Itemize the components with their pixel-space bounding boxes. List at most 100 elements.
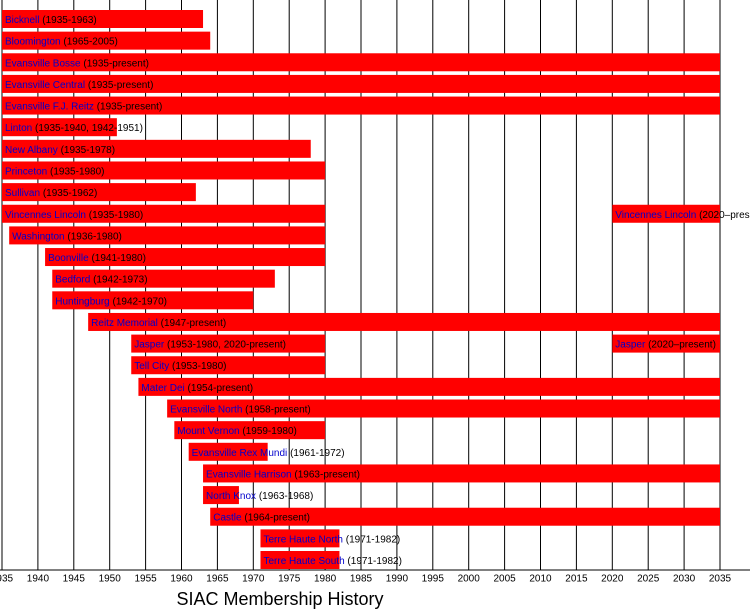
x-tick-label: 1975 [278,574,301,585]
member-years: (1953-1980, 2020-present) [167,339,286,350]
member-name: Tell City [134,361,169,372]
member-years: (1935-1980) [50,166,104,177]
x-tick-label: 2010 [529,574,552,585]
member-years: (1935-1940, 1942-1951) [35,123,143,134]
x-tick-label: 1960 [170,574,193,585]
x-tick-label: 2005 [493,574,516,585]
bar [203,464,721,483]
member-name: Vincennes Lincoln [615,209,696,220]
member-years: (1971-1982) [347,556,401,567]
bar [131,334,326,353]
member-name: Castle [213,512,242,523]
bar-label: Washington (1936-1980) [12,231,122,242]
member-name: Bloomington [5,36,61,47]
bar-label: Tell City (1953-1980) [134,361,226,372]
bar [188,442,268,461]
member-years: (1963-1968) [259,491,313,502]
bar [52,269,275,288]
bar [2,31,211,50]
member-years: (1959-1980) [242,426,296,437]
member-years: (1964-present) [244,512,310,523]
member-name: Jasper [134,339,165,350]
bar-label: Reitz Memorial (1947-present) [91,318,226,329]
bar-label: Bedford (1942-1973) [55,274,147,285]
member-name: Terre Haute South [263,556,344,567]
bar [9,226,326,245]
member-name: Evansville Harrison [206,469,292,480]
x-tick-label: 1950 [99,574,122,585]
x-tick-label: 1990 [386,574,409,585]
bar [203,486,239,505]
bar [45,248,326,267]
bar-label: Evansville Rex Mundi (1961-1972) [192,447,345,458]
bar-label: Huntingburg (1942-1970) [55,296,167,307]
bar-label: Bloomington (1965-2005) [5,36,118,47]
bar [2,139,311,158]
member-name: Evansville Bosse [5,58,81,69]
x-tick-label: 2020 [601,574,624,585]
bar [2,204,326,223]
member-name: Bicknell [5,15,39,26]
bar [2,118,117,137]
x-tick-label: 1980 [314,574,337,585]
member-years: (1965-2005) [63,36,117,47]
x-tick-label: 1995 [422,574,445,585]
member-name: Mater Dei [141,383,184,394]
x-tick-label: 2015 [565,574,588,585]
bar-label: Evansville North (1958-present) [170,404,311,415]
member-years: (1935-present) [97,101,163,112]
bar-label: Boonville (1941-1980) [48,253,146,264]
x-tick-label: 1985 [350,574,373,585]
member-name: Evansville Rex Mundi [192,447,288,458]
bar-label: Vincennes Lincoln (2020–present) [615,209,750,220]
x-tick-label: 1965 [206,574,229,585]
member-years: (1942-1970) [113,296,167,307]
member-years: (1958-present) [245,404,311,415]
bar-label: Evansville Harrison (1963-present) [206,469,360,480]
bar [131,356,326,375]
member-name: Bedford [55,274,90,285]
bar [88,312,720,331]
member-years: (2020–present) [699,209,750,220]
member-name: Mount Vernon [177,426,239,437]
bar [2,161,326,180]
x-tick-label: 2025 [637,574,660,585]
member-years: (1971-1982) [346,534,400,545]
x-tick-label: 2030 [673,574,696,585]
x-tick-label: 1940 [27,574,50,585]
bar-label: Vincennes Lincoln (1935-1980) [5,209,143,220]
member-name: Huntingburg [55,296,109,307]
bar-label: Linton (1935-1940, 1942-1951) [5,123,143,134]
bar [2,183,196,202]
bar-label: New Albany (1935-1978) [5,144,115,155]
bar-label: Sullivan (1935-1962) [5,188,97,199]
member-name: Washington [12,231,64,242]
bar [260,529,340,548]
member-name: Evansville F.J. Reitz [5,101,94,112]
member-years: (1935-1962) [43,188,97,199]
member-years: (1942-1973) [93,274,147,285]
member-years: (1954-present) [188,383,254,394]
bar-label: Mater Dei (1954-present) [141,383,253,394]
member-name: Sullivan [5,188,40,199]
member-years: (1953-1980) [172,361,226,372]
bar [2,10,204,28]
member-name: New Albany [5,144,58,155]
bar [174,421,326,440]
bar-label: Mount Vernon (1959-1980) [177,426,297,437]
x-tick-label: 1955 [134,574,157,585]
member-years: (1935-1978) [61,144,115,155]
member-years: (1935-present) [83,58,149,69]
x-tick-label: 1935 [0,574,14,585]
bar-label: Castle (1964-present) [213,512,310,523]
member-years: (1963-present) [294,469,360,480]
bar-label: Evansville Bosse (1935-present) [5,58,149,69]
bar [2,53,720,72]
bar [612,334,720,353]
member-name: Jasper [615,339,646,350]
member-years: (1935-1980) [89,209,143,220]
bar-label: Terre Haute South (1971-1982) [263,556,401,567]
member-name: North Knox [206,491,256,502]
chart-title: SIAC Membership History [176,589,383,609]
